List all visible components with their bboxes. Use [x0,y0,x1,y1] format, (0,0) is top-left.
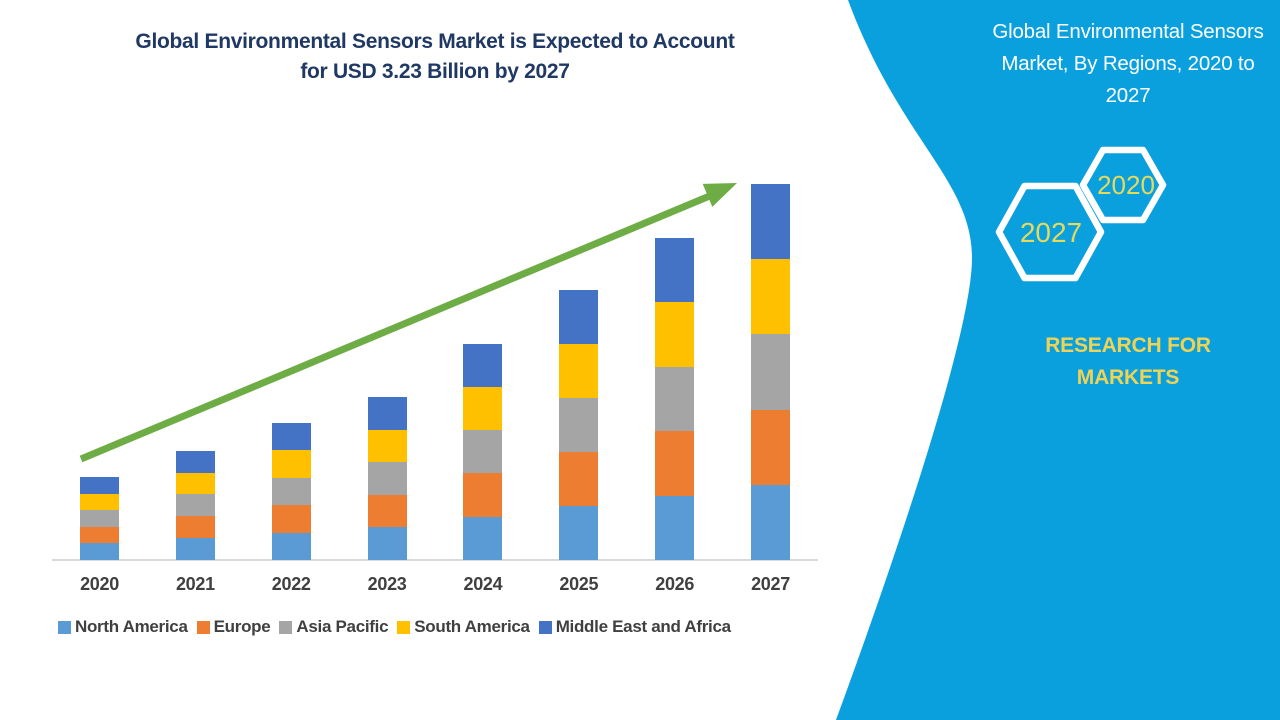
bar-segment-europe [367,494,407,528]
x-axis-label: 2022 [271,574,311,594]
trend-arrow [79,183,737,463]
legend-swatch-icon [397,620,411,634]
legend-label: Middle East and Africa [555,617,731,636]
bar-segment-asia-pacific [367,462,407,495]
legend-swatch-icon [58,620,71,634]
x-axis-label: 2026 [655,574,695,594]
bar-segment-europe [463,473,503,517]
bar-segment-middle-east-and-africa [463,343,503,387]
trend-arrow-head [702,183,737,207]
legend-label: South America [414,617,530,636]
bar-segment-middle-east-and-africa [751,184,791,260]
chart-legend: North America Europe Asia Pacific South Ame… [58,617,731,637]
bar-segment-asia-pacific [559,398,599,452]
hexagon-2027 [995,182,1105,282]
bar-2020 [80,477,119,560]
legend-label: Europe [213,617,271,636]
bar-segment-middle-east-and-africa [175,450,215,473]
legend-label: North America [75,617,188,636]
bar-segment-europe [271,505,311,533]
legend-swatch-icon [538,620,552,634]
legend-label: Asia Pacific [296,617,389,636]
x-axis-label: 2025 [559,574,599,594]
x-axis-line [52,559,818,561]
hexagon-2020 [1079,146,1167,224]
x-axis-label: 2020 [80,574,119,594]
bar-segment-south-america [463,386,503,431]
bar-segment-middle-east-and-africa [559,290,599,344]
bar-segment-europe [559,452,599,506]
legend-item-north-america: North America [58,617,188,637]
bar-segment-middle-east-and-africa [655,237,695,303]
hexagon-2020-label: 2020 [1097,170,1155,200]
x-axis-label: 2023 [367,574,407,594]
bar-2024 [463,343,503,560]
x-axis-label: 2021 [175,574,215,594]
legend-item-middle-east-and-africa: Middle East and Africa [538,617,731,637]
x-axis-label: 2024 [463,574,503,594]
bar-segment-europe [751,409,791,485]
brand-logo-text: RESEARCH FOR MARKETS [1045,334,1211,389]
legend-item-south-america: South America [397,617,530,637]
bar-segment-north-america [271,532,311,560]
bar-segment-europe [655,431,695,496]
bar-segment-middle-east-and-africa [271,422,311,451]
x-axis-label: 2027 [751,574,790,594]
bar-segment-south-america [367,429,407,463]
bar-segment-north-america [463,516,503,560]
bar-segment-europe [175,516,215,539]
bar-segment-asia-pacific [271,477,311,506]
legend-item-asia-pacific: Asia Pacific [279,617,389,637]
bar-segment-south-america [175,472,215,495]
bar-segment-asia-pacific [751,334,791,410]
bar-2023 [367,397,407,560]
bar-segment-south-america [80,493,119,511]
bar-segment-north-america [559,506,599,560]
bar-2027 [751,184,791,560]
bar-segment-north-america [175,538,215,560]
legend-swatch-icon [196,620,210,634]
hexagon-2027-label: 2027 [1020,217,1082,248]
bar-segment-south-america [751,259,791,335]
bar-segment-middle-east-and-africa [367,397,407,430]
legend-swatch-icon [279,620,293,634]
side-panel-title: Global Environmental Sensors Market, By … [992,20,1264,107]
bar-2026 [655,237,695,560]
bar-segment-europe [80,526,119,544]
stacked-bar-chart: 2020 2021 2022 2023 2024 2025 2026 2027 [52,183,818,594]
chart-title: Global Environmental Sensors Market is E… [135,30,735,83]
bar-segment-middle-east-and-africa [80,477,119,494]
bar-segment-asia-pacific [463,430,503,474]
bar-segment-north-america [751,484,791,560]
bar-segment-south-america [655,302,695,367]
bar-2022 [271,422,311,560]
bar-2025 [559,290,599,560]
bar-segment-asia-pacific [80,510,119,527]
bar-segment-asia-pacific [175,494,215,517]
bar-2021 [175,450,215,560]
bar-segment-north-america [655,495,695,560]
bar-segment-south-america [271,450,311,478]
legend-item-europe: Europe [196,617,271,637]
bar-segment-asia-pacific [655,366,695,432]
bar-segment-north-america [367,527,407,560]
bar-segment-north-america [80,543,119,560]
bar-segment-south-america [559,344,599,398]
